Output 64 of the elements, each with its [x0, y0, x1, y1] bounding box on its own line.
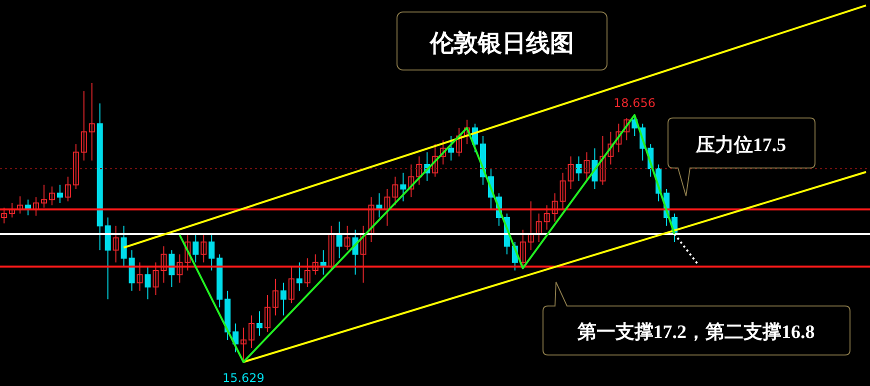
- candlestick: [64, 176, 71, 202]
- candlestick: [312, 254, 318, 276]
- candlestick: [584, 152, 590, 182]
- annotation: 压力位17.5: [694, 134, 786, 156]
- candlestick: [184, 233, 191, 271]
- candlestick: [624, 118, 630, 141]
- candlestick: [456, 127, 462, 157]
- candlestick: [88, 82, 95, 162]
- candlestick: [616, 123, 622, 153]
- candlestick: [9, 202, 16, 218]
- candlestick: [168, 250, 175, 288]
- candlestick: [192, 233, 199, 263]
- candlestick: [368, 196, 374, 243]
- candlestick: [208, 233, 215, 271]
- candlestick: [48, 186, 55, 206]
- candlestick: [608, 131, 614, 165]
- candlestick: [152, 262, 159, 296]
- candlestick: [528, 200, 534, 251]
- candlestick: [280, 282, 286, 316]
- candlestick: [272, 278, 278, 316]
- candlestick: [17, 196, 24, 214]
- candlestick: [536, 213, 542, 243]
- candlestick: [464, 119, 470, 145]
- candlestick: [56, 184, 63, 204]
- candlestick: [144, 266, 151, 300]
- candlestick: [72, 144, 79, 190]
- candlestick: [384, 188, 390, 226]
- chart-title: 伦敦银日线图: [429, 30, 574, 57]
- candlestick: [160, 246, 167, 284]
- candlestick: [328, 225, 334, 271]
- candlestick: [552, 192, 558, 222]
- candlestick: [576, 156, 582, 182]
- candlestick: [432, 144, 438, 178]
- candlestick: [560, 172, 566, 210]
- candlestick: [80, 90, 87, 162]
- candlestick: [120, 225, 127, 268]
- candlestick: [568, 156, 574, 190]
- candlestick: [248, 314, 255, 349]
- candlestick: [240, 327, 247, 362]
- candlestick: [264, 294, 270, 332]
- candlestick: [544, 204, 550, 230]
- annotation: 15.629: [222, 371, 264, 385]
- candlestick: [448, 136, 454, 162]
- candlestick: [288, 266, 294, 304]
- annotation: 第一支撑17.2，第二支撑16.8: [576, 321, 815, 343]
- candlestick: [416, 156, 422, 186]
- candlestick: [1, 207, 8, 224]
- candlestick: [360, 225, 366, 284]
- candlestick: [256, 310, 263, 336]
- candlestick: [296, 262, 302, 292]
- candlestick: [112, 225, 119, 263]
- candlestick: [41, 184, 48, 208]
- candlestick: [408, 164, 414, 198]
- candlestick: [136, 262, 143, 292]
- candlestick: [200, 233, 207, 263]
- candlestick: [392, 176, 398, 206]
- candlestick: [344, 225, 350, 251]
- annotation: 18.656: [614, 96, 656, 110]
- candlestick: [176, 254, 183, 284]
- candlestick: [600, 136, 606, 186]
- candlestick: [440, 140, 446, 165]
- candlestick: [304, 258, 310, 288]
- candlestick: [400, 172, 406, 202]
- candlestick: [33, 196, 40, 216]
